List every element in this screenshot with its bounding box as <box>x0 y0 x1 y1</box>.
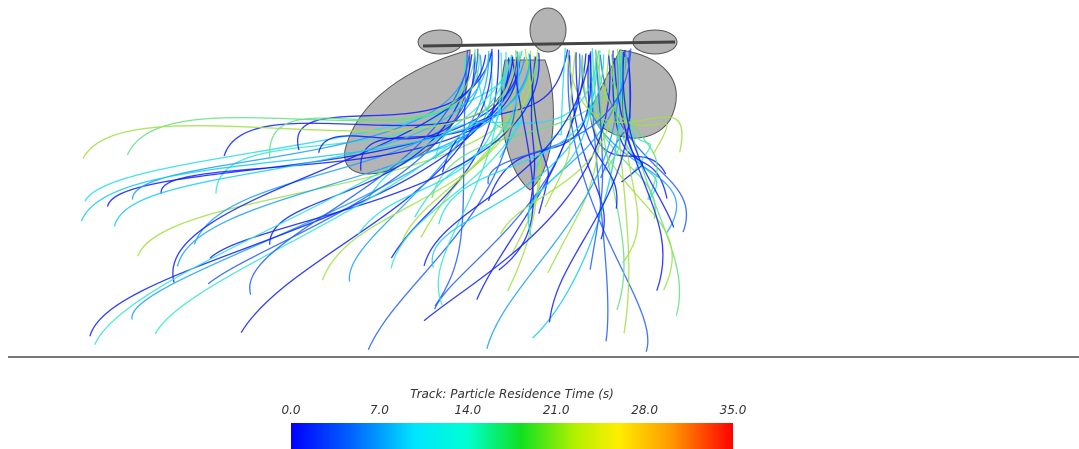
page: Track: Particle Residence Time (s) 0.0 7.… <box>0 0 1079 449</box>
colorbar-tick-label: 35.0 <box>720 403 747 417</box>
colorbar-scale <box>291 423 733 449</box>
colorbar-tick-label: 7.0 <box>370 403 389 417</box>
colorbar-tick-label: 21.0 <box>543 403 570 417</box>
colorbar: 0.0 7.0 14.0 21.0 28.0 35.0 <box>281 403 746 449</box>
colorbar-title: Track: Particle Residence Time (s) <box>410 387 614 401</box>
colorbar-tick-label: 14.0 <box>454 403 481 417</box>
colorbar-tick-label: 28.0 <box>631 403 658 417</box>
simulation-view: Track: Particle Residence Time (s) 0.0 7.… <box>0 0 1079 449</box>
colorbar-tick-label: 0.0 <box>281 403 300 417</box>
